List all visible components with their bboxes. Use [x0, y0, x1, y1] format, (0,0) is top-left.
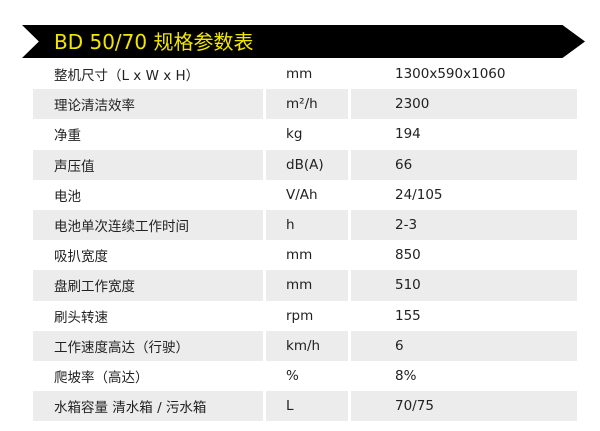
- spec-name: 整机尺寸（L x W x H）: [54, 68, 200, 85]
- spec-unit: kg: [286, 126, 303, 143]
- title-banner: [22, 25, 585, 58]
- spec-name: 声压值: [33, 149, 263, 180]
- spec-unit: km/h: [266, 330, 348, 361]
- spec-unit: m²/h: [266, 89, 348, 120]
- spec-name: 爬坡率（高达）: [54, 369, 149, 386]
- spec-name: 吸扒宽度: [54, 249, 108, 266]
- spec-unit: h: [266, 209, 348, 241]
- spec-name: 刷头转速: [54, 309, 108, 326]
- spec-value: 155: [395, 307, 421, 324]
- spec-unit: mm: [286, 66, 313, 83]
- spec-name: 盘刷工作宽度: [33, 270, 263, 301]
- spec-name: 水箱容量 清水箱 / 污水箱: [33, 391, 263, 422]
- spec-name: 理论清洁效率: [33, 89, 263, 120]
- spec-value: 2300: [351, 89, 577, 120]
- table-row: 盘刷工作宽度 mm 510: [33, 270, 577, 301]
- spec-name: 净重: [54, 128, 81, 145]
- spec-value: 1300x590x1060: [395, 66, 506, 83]
- spec-value: 510: [351, 270, 577, 301]
- table-row: 刷头转速 rpm 155: [33, 301, 577, 331]
- spec-unit: L: [266, 391, 348, 422]
- spec-table: 整机尺寸（L x W x H） mm 1300x590x1060 理论清洁效率 m²/h…: [33, 59, 577, 422]
- spec-unit: V/Ah: [286, 186, 318, 203]
- spec-unit: %: [286, 367, 299, 384]
- table-row: 电池 V/Ah 24/105: [33, 180, 577, 210]
- spec-name: 工作速度高达（行驶）: [33, 330, 263, 361]
- table-row: 整机尺寸（L x W x H） mm 1300x590x1060: [33, 59, 577, 89]
- spec-value: 8%: [395, 367, 417, 384]
- spec-unit: rpm: [286, 307, 314, 324]
- spec-name: 电池单次连续工作时间: [33, 209, 263, 241]
- table-row: 水箱容量 清水箱 / 污水箱 L 70/75: [33, 391, 577, 422]
- spec-value: 24/105: [395, 186, 443, 203]
- table-row: 理论清洁效率 m²/h 2300: [33, 89, 577, 120]
- table-row: 声压值 dB(A) 66: [33, 149, 577, 180]
- spec-value: 70/75: [351, 391, 577, 422]
- spec-unit: dB(A): [266, 149, 348, 180]
- spec-value: 66: [351, 149, 577, 180]
- spec-name: 电池: [54, 188, 81, 205]
- spec-value: 6: [351, 330, 577, 361]
- table-row: 净重 kg 194: [33, 119, 577, 149]
- page-title: BD 50/70 规格参数表: [54, 30, 254, 54]
- spec-value: 2-3: [351, 209, 577, 241]
- spec-value: 194: [395, 126, 421, 143]
- table-row: 电池单次连续工作时间 h 2-3: [33, 209, 577, 241]
- table-row: 爬坡率（高达）% 8%: [33, 361, 577, 391]
- spec-value: 850: [395, 247, 421, 264]
- spec-unit: mm: [266, 270, 348, 301]
- spec-unit: mm: [286, 247, 313, 264]
- table-row: 吸扒宽度 mm 850: [33, 240, 577, 270]
- table-row: 工作速度高达（行驶） km/h 6: [33, 330, 577, 361]
